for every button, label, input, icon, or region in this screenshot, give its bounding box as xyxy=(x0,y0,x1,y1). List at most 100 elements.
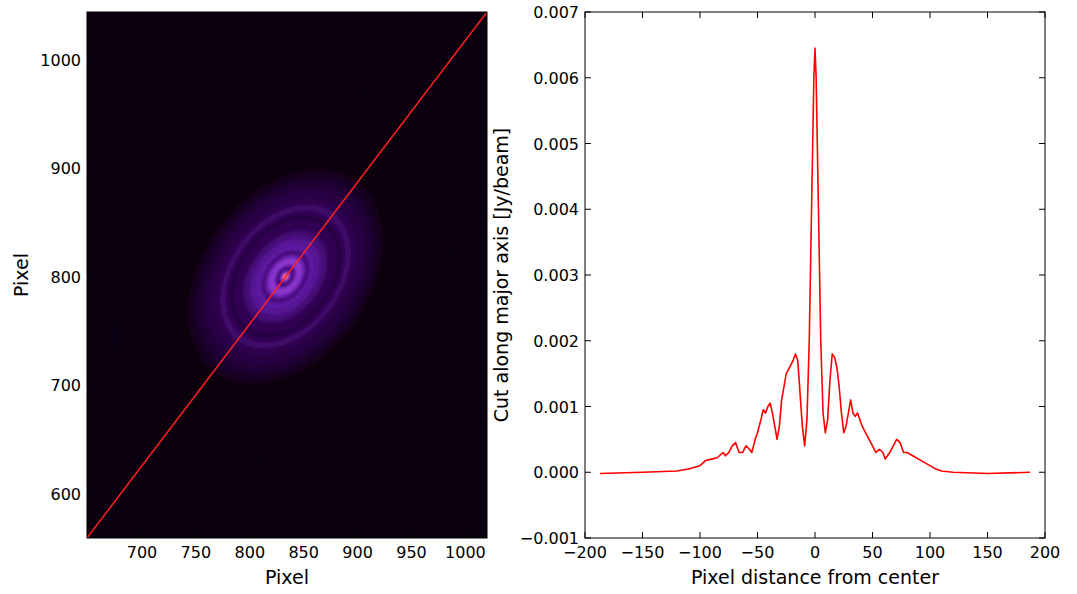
y-tick xyxy=(585,209,591,210)
y-tick-right xyxy=(481,59,487,60)
x-tick-label: 800 xyxy=(235,543,266,562)
x-tick xyxy=(930,532,931,538)
x-tick-label: 850 xyxy=(288,543,319,562)
x-tick-top xyxy=(815,12,816,18)
x-tick xyxy=(815,532,816,538)
y-tick xyxy=(585,538,591,539)
frame xyxy=(87,12,487,538)
x-tick-top xyxy=(642,12,643,18)
y-tick xyxy=(87,276,93,277)
x-tick-top xyxy=(872,12,873,18)
x-tick-label: 200 xyxy=(1030,543,1061,562)
y-tick-right xyxy=(1039,12,1045,13)
y-tick-right xyxy=(1039,340,1045,341)
y-tick-label: 0.000 xyxy=(533,463,579,482)
x-tick-top xyxy=(700,12,701,18)
y-tick-label: 800 xyxy=(50,268,81,287)
y-tick-label: 700 xyxy=(50,376,81,395)
y-tick xyxy=(585,472,591,473)
y-tick-right xyxy=(1039,472,1045,473)
y-tick-right xyxy=(1039,275,1045,276)
y-tick-label: 0.004 xyxy=(533,200,579,219)
x-tick xyxy=(700,532,701,538)
x-tick xyxy=(987,532,988,538)
x-tick xyxy=(1045,532,1046,538)
x-tick-top xyxy=(987,12,988,18)
y-tick-label: 0.005 xyxy=(533,135,579,154)
x-tick-label: −100 xyxy=(678,543,722,562)
y-tick-right xyxy=(481,493,487,494)
y-tick-right xyxy=(1039,143,1045,144)
y-tick xyxy=(87,385,93,386)
x-tick xyxy=(757,532,758,538)
image-area xyxy=(87,12,487,538)
y-tick-right xyxy=(1039,77,1045,78)
y-tick-label: 0.007 xyxy=(533,3,579,22)
cut-line xyxy=(87,12,487,538)
x-tick-top xyxy=(411,12,412,18)
x-tick-top xyxy=(141,12,142,18)
x-tick-label: 900 xyxy=(342,543,373,562)
x-tick-top xyxy=(357,12,358,18)
axes: 700 750 800 850 900 950 1000 600 700 800 900 1000 Pi… xyxy=(10,12,487,588)
y-tick-label: 1000 xyxy=(40,51,81,70)
y-tick-right xyxy=(481,385,487,386)
profile-line xyxy=(600,48,1030,473)
x-tick-top xyxy=(465,12,466,18)
y-tick-label: −0.001 xyxy=(520,529,579,548)
x-axis-title: Pixel distance from center xyxy=(691,566,939,588)
y-tick-label: 0.002 xyxy=(533,332,579,351)
y-tick xyxy=(87,168,93,169)
plot-area xyxy=(600,48,1030,473)
y-tick xyxy=(87,493,93,494)
y-tick-right xyxy=(1039,209,1045,210)
y-tick-label: 0.006 xyxy=(533,69,579,88)
y-tick xyxy=(585,275,591,276)
y-tick-right xyxy=(1039,406,1045,407)
y-tick-label: 600 xyxy=(50,485,81,504)
frame xyxy=(585,12,1045,538)
y-tick xyxy=(585,77,591,78)
y-tick-right xyxy=(481,168,487,169)
x-tick-label: −50 xyxy=(741,543,775,562)
x-tick xyxy=(642,532,643,538)
x-tick-top xyxy=(585,12,586,18)
y-axis-title: Pixel xyxy=(10,253,32,297)
x-tick-label: 0 xyxy=(810,543,820,562)
x-tick-label: 950 xyxy=(396,543,427,562)
x-tick-top xyxy=(303,12,304,18)
x-tick-top xyxy=(757,12,758,18)
x-tick xyxy=(141,532,142,538)
x-tick-label: 50 xyxy=(862,543,882,562)
x-tick xyxy=(465,532,466,538)
x-tick-label: 150 xyxy=(972,543,1003,562)
x-tick-top xyxy=(930,12,931,18)
x-tick xyxy=(872,532,873,538)
x-tick-label: 1000 xyxy=(445,543,486,562)
x-tick-label: −150 xyxy=(621,543,665,562)
x-tick xyxy=(249,532,250,538)
y-tick-label: 0.003 xyxy=(533,266,579,285)
x-axis-title: Pixel xyxy=(265,566,309,588)
y-tick-right xyxy=(1039,538,1045,539)
y-tick xyxy=(585,340,591,341)
y-tick xyxy=(585,406,591,407)
x-tick xyxy=(411,532,412,538)
image-background xyxy=(87,12,487,538)
x-tick-label: 750 xyxy=(181,543,212,562)
x-tick xyxy=(195,532,196,538)
y-tick xyxy=(87,59,93,60)
x-tick xyxy=(585,532,586,538)
x-tick-top xyxy=(195,12,196,18)
x-tick xyxy=(303,532,304,538)
figure: 70075080085090095010006007008009001000Pi… xyxy=(0,0,1077,594)
x-tick-top xyxy=(249,12,250,18)
y-tick-right xyxy=(481,276,487,277)
x-tick-top xyxy=(1045,12,1046,18)
axes: −200−150−100−50050100150200−0.0010.0000.… xyxy=(490,3,1060,588)
x-tick-label: 700 xyxy=(127,543,158,562)
y-tick-label: 900 xyxy=(50,159,81,178)
x-tick-label: 100 xyxy=(915,543,946,562)
y-axis-title: Cut along major axis [Jy/beam] xyxy=(490,128,512,422)
y-tick xyxy=(585,12,591,13)
